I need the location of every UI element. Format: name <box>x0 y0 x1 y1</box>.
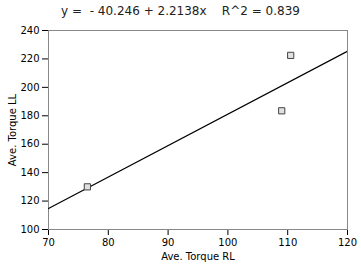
svg-text:120: 120 <box>20 195 39 206</box>
svg-text:Ave. Torque RL: Ave. Torque RL <box>161 251 235 262</box>
svg-text:200: 200 <box>20 82 39 93</box>
svg-text:140: 140 <box>20 167 39 178</box>
svg-text:100: 100 <box>20 224 39 235</box>
svg-text:240: 240 <box>20 25 39 36</box>
svg-text:110: 110 <box>278 237 297 248</box>
svg-text:90: 90 <box>162 237 175 248</box>
svg-text:160: 160 <box>20 138 39 149</box>
html-text:y = - 40.246 + 2.2138x R^2 = 0: y = - 40.246 + 2.2138x R^2 = 0.839 <box>61 4 300 18</box>
svg-text:180: 180 <box>20 110 39 121</box>
svg-text:120: 120 <box>338 237 357 248</box>
svg-text:70: 70 <box>42 237 55 248</box>
svg-text:80: 80 <box>102 237 115 248</box>
svg-text:100: 100 <box>218 237 237 248</box>
svg-text:Ave. Torque LL: Ave. Torque LL <box>7 93 18 166</box>
svg-text:220: 220 <box>20 53 39 64</box>
